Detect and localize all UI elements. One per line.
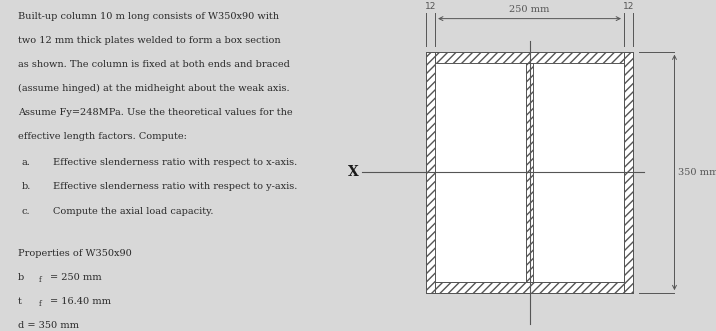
Text: Effective slenderness ratio with respect to x-axis.: Effective slenderness ratio with respect… <box>53 158 297 167</box>
Text: = 250 mm: = 250 mm <box>50 273 102 282</box>
Text: Effective slenderness ratio with respect to y-axis.: Effective slenderness ratio with respect… <box>53 182 298 191</box>
Bar <box>426 52 435 293</box>
Text: Properties of W350x90: Properties of W350x90 <box>18 249 132 258</box>
Text: X: X <box>347 166 358 179</box>
Bar <box>533 63 624 282</box>
Text: 350 mm: 350 mm <box>678 168 716 177</box>
Text: f: f <box>39 276 41 284</box>
Text: as shown. The column is fixed at both ends and braced: as shown. The column is fixed at both en… <box>18 60 290 69</box>
Bar <box>426 52 633 293</box>
Bar <box>435 52 624 63</box>
Text: a.: a. <box>21 158 30 167</box>
Text: 12: 12 <box>425 2 436 11</box>
Text: c.: c. <box>21 207 30 215</box>
Text: Built-up column 10 m long consists of W350x90 with: Built-up column 10 m long consists of W3… <box>18 12 279 21</box>
Text: effective length factors. Compute:: effective length factors. Compute: <box>18 132 187 141</box>
Text: t: t <box>18 297 21 306</box>
Text: f: f <box>39 300 41 308</box>
Text: = 16.40 mm: = 16.40 mm <box>50 297 112 306</box>
Text: two 12 mm thick plates welded to form a box section: two 12 mm thick plates welded to form a … <box>18 36 281 45</box>
Text: (assume hinged) at the midheight about the weak axis.: (assume hinged) at the midheight about t… <box>18 84 289 93</box>
Text: d = 350 mm: d = 350 mm <box>18 321 79 330</box>
Text: 12: 12 <box>623 2 634 11</box>
Text: b: b <box>18 273 24 282</box>
Bar <box>624 52 633 293</box>
Text: Compute the axial load capacity.: Compute the axial load capacity. <box>53 207 214 215</box>
Text: Assume Fy=248MPa. Use the theoretical values for the: Assume Fy=248MPa. Use the theoretical va… <box>18 108 292 117</box>
Bar <box>435 63 526 282</box>
Bar <box>435 282 624 293</box>
Text: b.: b. <box>21 182 31 191</box>
Text: y: y <box>526 330 533 331</box>
Bar <box>526 63 533 282</box>
Text: 250 mm: 250 mm <box>509 5 550 14</box>
